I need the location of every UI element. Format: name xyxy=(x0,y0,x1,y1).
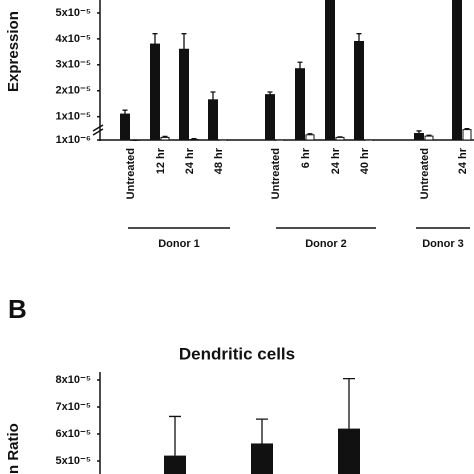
bar xyxy=(424,135,434,141)
bar xyxy=(335,136,345,141)
axis-break xyxy=(92,128,104,136)
bar xyxy=(364,139,374,141)
group-label: Donor 1 xyxy=(158,238,200,250)
error-bar xyxy=(122,109,128,115)
error-bar xyxy=(152,33,158,45)
error-bar xyxy=(210,91,216,100)
y-tick-label: 6x10⁻⁵ xyxy=(56,428,91,440)
error-bar xyxy=(343,378,355,429)
bar xyxy=(251,443,273,474)
x-tick-label: Untreated xyxy=(419,148,431,199)
x-tick-label: Untreated xyxy=(270,148,282,199)
y-tick-label: 1x10⁻⁵ xyxy=(56,111,91,123)
group-label: Donor 2 xyxy=(305,238,347,250)
bar xyxy=(218,139,228,141)
error-bar xyxy=(191,138,197,140)
y-tick-label: 2x10⁻⁵ xyxy=(56,85,91,97)
panel-letter: B xyxy=(8,294,27,324)
bar xyxy=(295,68,305,141)
x-tick-label: Untreated xyxy=(125,148,137,199)
y-tick-label: 1x10⁻⁶ xyxy=(56,134,91,146)
bar xyxy=(189,138,199,141)
error-bar xyxy=(162,135,168,138)
bar xyxy=(265,94,275,141)
x-tick-label: 12 hr xyxy=(155,147,167,174)
error-bar xyxy=(169,415,181,456)
bar xyxy=(354,40,364,141)
error-bar xyxy=(356,33,362,42)
bar xyxy=(338,428,360,474)
y-tick-label: 5x10⁻⁵ xyxy=(56,455,91,467)
error-bar xyxy=(307,133,313,135)
bars xyxy=(120,0,472,141)
x-tick-label: 48 hr xyxy=(213,147,225,174)
error-bar xyxy=(256,418,268,444)
x-tick-label: 24 hr xyxy=(330,147,342,174)
bar xyxy=(414,133,424,141)
y-tick-label: 3x10⁻⁵ xyxy=(56,59,91,71)
error-bar xyxy=(267,91,273,95)
bar xyxy=(305,134,315,141)
y-tick-label: 8x10⁻⁵ xyxy=(56,374,91,386)
chart-title: Dendritic cells xyxy=(179,344,295,363)
error-bar xyxy=(132,140,138,141)
error-bar xyxy=(337,136,343,138)
error-bar xyxy=(464,127,470,130)
error-bar xyxy=(416,130,422,134)
bar xyxy=(462,129,472,141)
axis-break xyxy=(92,124,104,132)
bar xyxy=(208,99,218,141)
group-label: Donor 3 xyxy=(422,238,464,250)
bar xyxy=(160,136,170,141)
y-axis-label: Expression xyxy=(5,11,22,92)
x-tick-label: 24 hr xyxy=(184,147,196,174)
bar xyxy=(275,139,285,141)
x-tick-label: 40 hr xyxy=(359,147,371,174)
error-bar xyxy=(426,134,432,137)
y-axis-label: n Ratio xyxy=(5,423,22,474)
y-tick-label: 7x10⁻⁵ xyxy=(56,401,91,413)
error-bar xyxy=(297,61,303,69)
error-bar xyxy=(181,33,187,50)
x-tick-label: 6 hr xyxy=(300,147,312,168)
y-tick-label: 5x10⁻⁵ xyxy=(56,7,91,19)
bar xyxy=(452,0,462,141)
x-tick-label: 24 hr xyxy=(457,147,469,174)
bar xyxy=(120,113,130,141)
bar xyxy=(325,0,335,141)
bar xyxy=(164,455,186,474)
bar xyxy=(179,48,189,141)
bar xyxy=(150,43,160,141)
y-tick-label: 4x10⁻⁵ xyxy=(56,33,91,45)
